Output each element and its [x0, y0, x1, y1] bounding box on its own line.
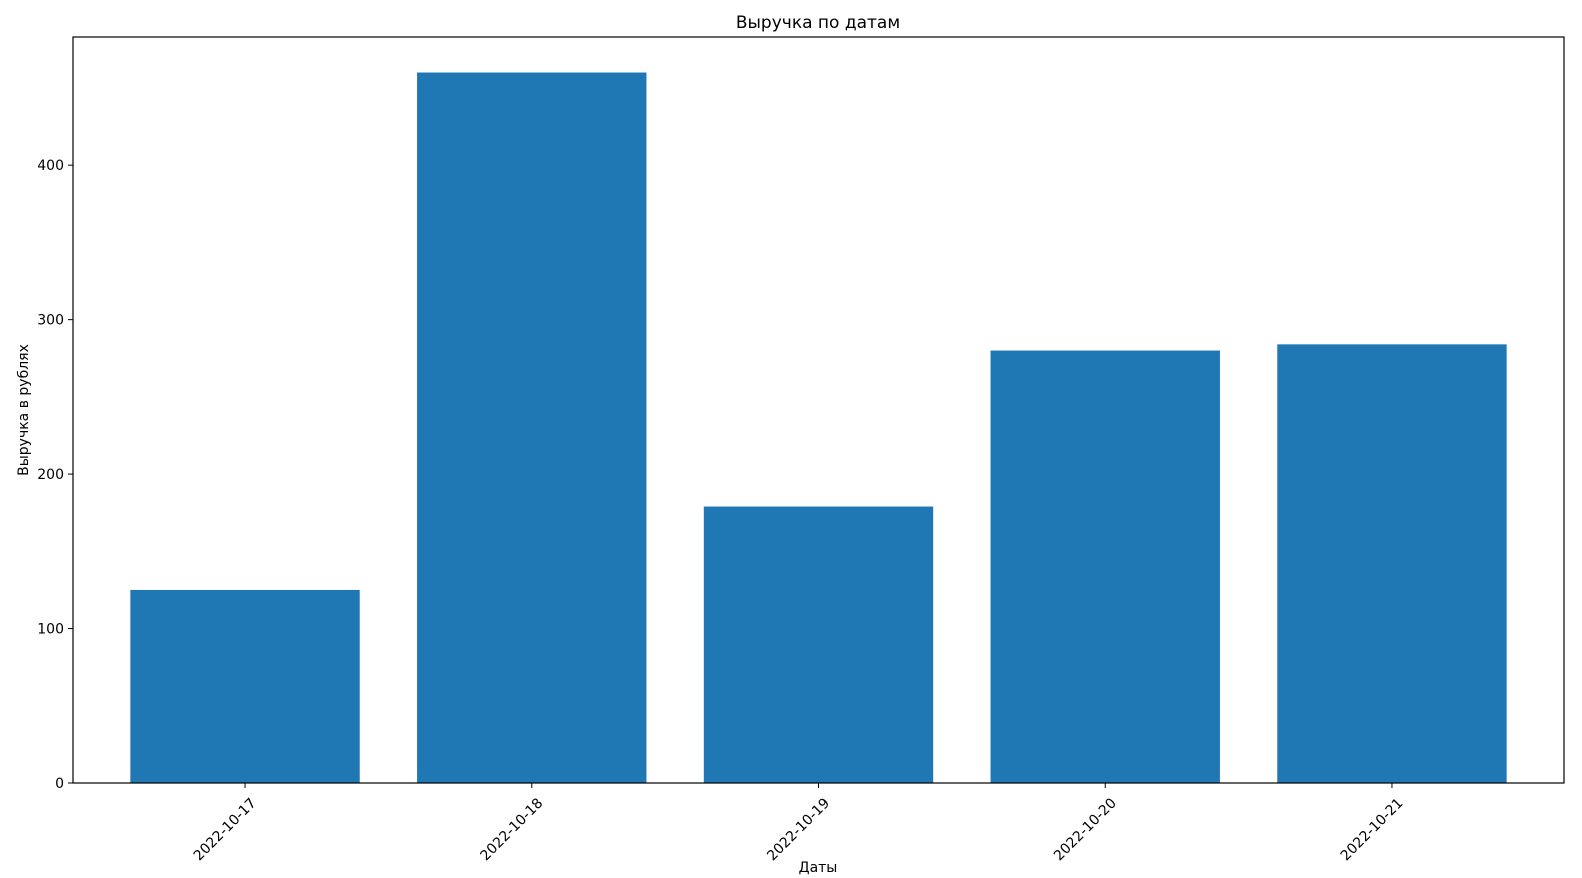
x-tick-label: 2022-10-18	[478, 795, 547, 864]
bar-2022-10-21	[1277, 344, 1507, 783]
y-tick-label: 200	[37, 467, 64, 483]
y-tick-label: 100	[37, 622, 64, 638]
y-tick-label: 400	[37, 158, 64, 174]
x-tick-label: 2022-10-21	[1338, 795, 1407, 864]
x-tick-label: 2022-10-17	[191, 795, 260, 864]
y-axis-label: Выручка в рублях	[16, 344, 32, 476]
y-axis: 0 100 200 300 400	[37, 158, 73, 792]
x-axis: 2022-10-17 2022-10-18 2022-10-19 2022-10-20…	[191, 783, 1407, 864]
y-tick-label: 300	[37, 313, 64, 329]
bar-2022-10-20	[990, 350, 1220, 783]
chart-title: Выручка по датам	[736, 13, 900, 33]
bar-2022-10-17	[130, 589, 360, 783]
bar-2022-10-18	[417, 72, 647, 784]
bars-group	[130, 72, 1507, 784]
x-axis-label: Даты	[799, 860, 838, 876]
x-tick-label: 2022-10-19	[764, 795, 833, 864]
bar-2022-10-19	[703, 506, 934, 783]
plot-frame	[72, 36, 1565, 784]
x-tick-label: 2022-10-20	[1051, 795, 1120, 864]
y-tick-label: 0	[55, 776, 64, 792]
